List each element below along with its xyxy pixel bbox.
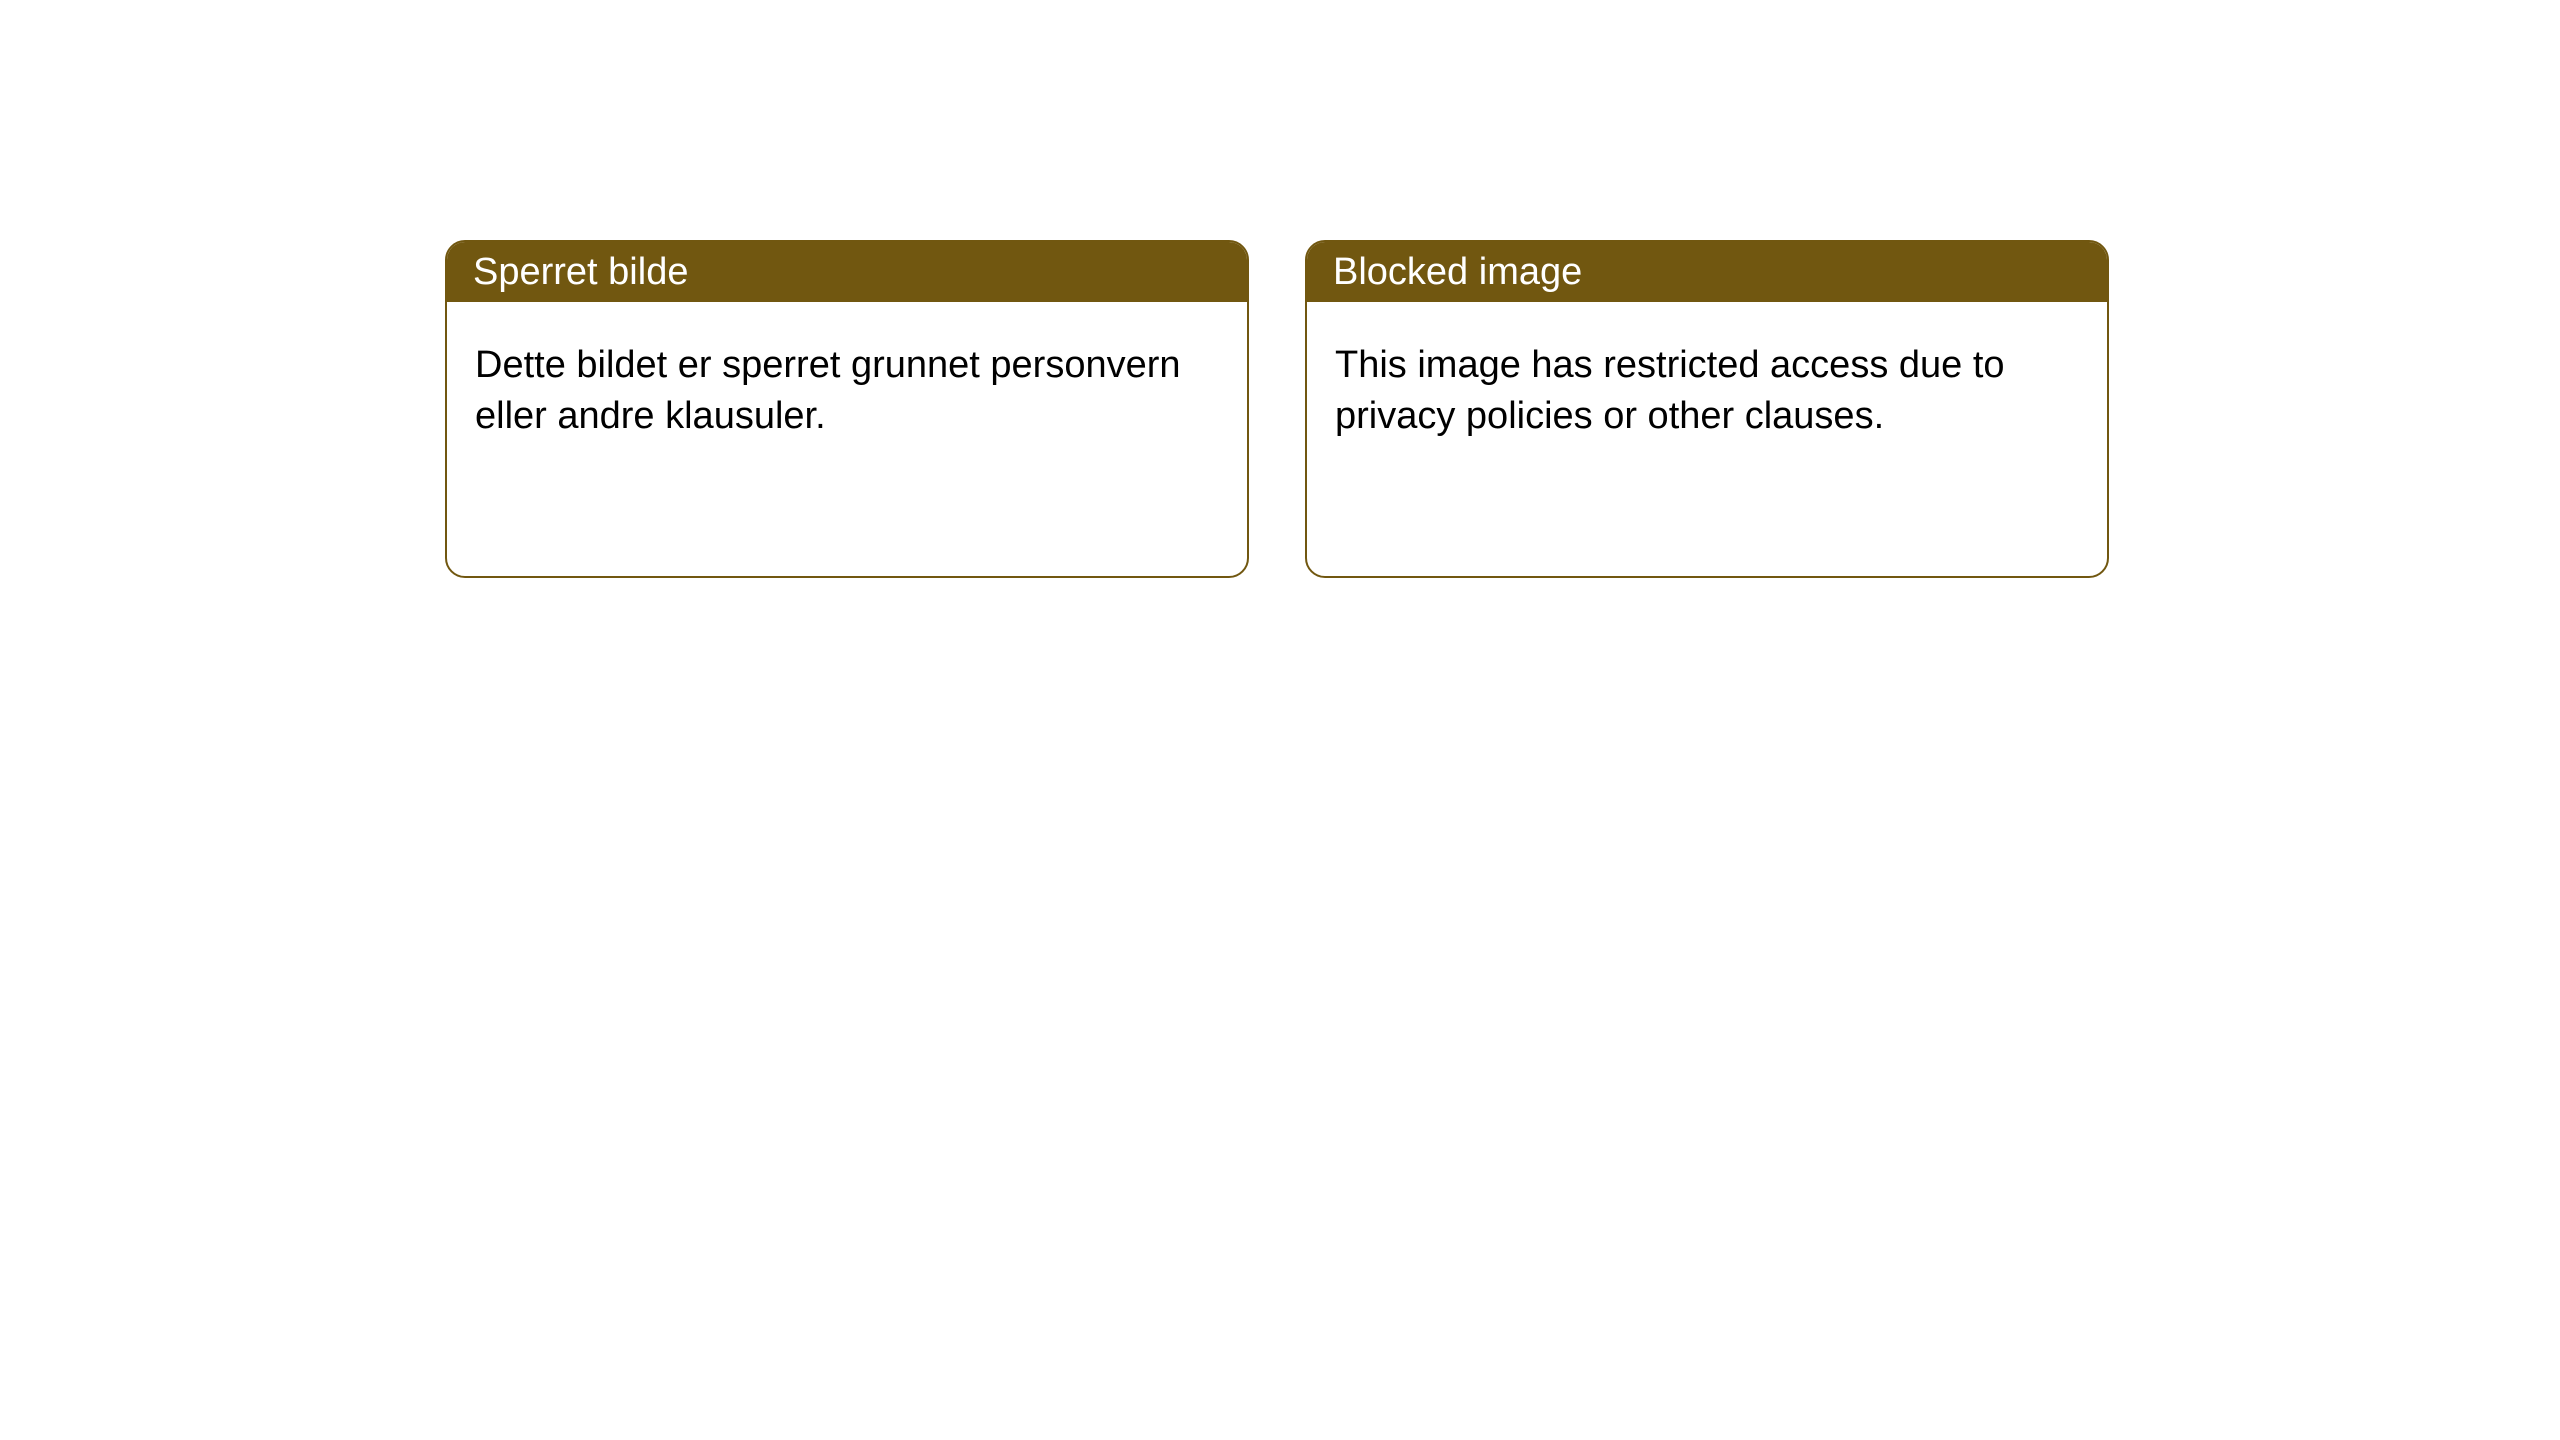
notice-title-english: Blocked image	[1307, 242, 2107, 302]
notice-card-english: Blocked image This image has restricted …	[1305, 240, 2109, 578]
notice-card-norwegian: Sperret bilde Dette bildet er sperret gr…	[445, 240, 1249, 578]
notice-title-norwegian: Sperret bilde	[447, 242, 1247, 302]
notice-body-norwegian: Dette bildet er sperret grunnet personve…	[447, 302, 1247, 481]
notice-container: Sperret bilde Dette bildet er sperret gr…	[0, 0, 2560, 578]
notice-body-english: This image has restricted access due to …	[1307, 302, 2107, 481]
